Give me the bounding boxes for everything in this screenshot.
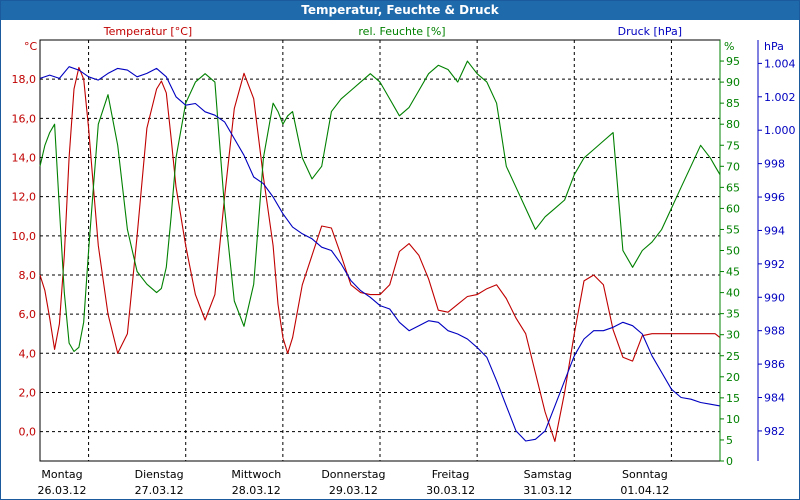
temperature-tick-label: 18,0 bbox=[12, 73, 37, 86]
humidity-axis-title: rel. Feuchte [%] bbox=[358, 25, 445, 38]
x-tick-date-label: 31.03.12 bbox=[523, 484, 572, 497]
series-layer bbox=[39, 60, 721, 442]
pressure-tick-label: 1.002 bbox=[764, 91, 796, 104]
humidity-unit-label: % bbox=[724, 40, 734, 53]
pressure-tick-label: 984 bbox=[764, 392, 785, 405]
window-title: Temperatur, Feuchte & Druck bbox=[1, 1, 799, 20]
x-tick-date-label: 30.03.12 bbox=[426, 484, 475, 497]
temperature-series-line bbox=[39, 66, 721, 442]
humidity-tick-label: 0 bbox=[726, 455, 733, 468]
temperature-tick-label: 12,0 bbox=[12, 191, 37, 204]
temperature-tick-label: 4,0 bbox=[19, 347, 37, 360]
x-tick-date-label: 28.03.12 bbox=[232, 484, 281, 497]
x-tick-day-label: Montag bbox=[41, 468, 82, 481]
humidity-tick-label: 55 bbox=[726, 223, 740, 236]
temperature-tick-label: 14,0 bbox=[12, 151, 37, 164]
temperature-tick-label: 16,0 bbox=[12, 112, 37, 125]
x-tick-day-label: Samstag bbox=[524, 468, 572, 481]
humidity-tick-label: 35 bbox=[726, 308, 740, 321]
humidity-series-line bbox=[39, 60, 721, 353]
pressure-axis-title: Druck [hPa] bbox=[618, 25, 682, 38]
temperature-tick-label: 8,0 bbox=[19, 269, 37, 282]
humidity-tick-label: 95 bbox=[726, 55, 740, 68]
humidity-tick-label: 20 bbox=[726, 371, 740, 384]
pressure-tick-label: 996 bbox=[764, 191, 785, 204]
pressure-tick-label: 992 bbox=[764, 258, 785, 271]
temperature-axis-title: Temperatur [°C] bbox=[103, 25, 192, 38]
humidity-tick-label: 25 bbox=[726, 350, 740, 363]
pressure-tick-label: 986 bbox=[764, 358, 785, 371]
pressure-tick-label: 998 bbox=[764, 158, 785, 171]
pressure-tick-label: 988 bbox=[764, 325, 785, 338]
temperature-tick-label: 2,0 bbox=[19, 386, 37, 399]
humidity-tick-label: 85 bbox=[726, 97, 740, 110]
x-tick-day-label: Sonntag bbox=[622, 468, 668, 481]
humidity-tick-label: 70 bbox=[726, 160, 740, 173]
x-tick-date-label: 26.03.12 bbox=[38, 484, 87, 497]
x-tick-day-label: Dienstag bbox=[135, 468, 184, 481]
humidity-tick-label: 40 bbox=[726, 287, 740, 300]
temperature-tick-label: 6,0 bbox=[19, 308, 37, 321]
pressure-tick-label: 982 bbox=[764, 425, 785, 438]
temperature-unit-label: °C bbox=[24, 40, 38, 53]
pressure-tick-label: 1.004 bbox=[764, 57, 796, 70]
pressure-tick-label: 994 bbox=[764, 224, 785, 237]
humidity-tick-label: 50 bbox=[726, 245, 740, 258]
humidity-tick-label: 75 bbox=[726, 139, 740, 152]
pressure-unit-label: hPa bbox=[764, 40, 784, 53]
humidity-tick-label: 90 bbox=[726, 76, 740, 89]
x-tick-date-label: 29.03.12 bbox=[329, 484, 378, 497]
temperature-tick-label: 0,0 bbox=[19, 426, 37, 439]
x-tick-day-label: Mittwoch bbox=[231, 468, 281, 481]
humidity-tick-label: 30 bbox=[726, 329, 740, 342]
humidity-tick-label: 10 bbox=[726, 413, 740, 426]
humidity-tick-label: 65 bbox=[726, 181, 740, 194]
humidity-tick-label: 80 bbox=[726, 118, 740, 131]
x-tick-day-label: Freitag bbox=[432, 468, 470, 481]
humidity-tick-label: 15 bbox=[726, 392, 740, 405]
pressure-tick-label: 1.000 bbox=[764, 124, 796, 137]
pressure-series-line bbox=[39, 66, 721, 442]
temperature-tick-label: 10,0 bbox=[12, 230, 37, 243]
x-tick-day-label: Donnerstag bbox=[321, 468, 385, 481]
humidity-tick-label: 5 bbox=[726, 434, 733, 447]
grid bbox=[40, 40, 720, 461]
x-tick-date-label: 27.03.12 bbox=[135, 484, 184, 497]
axes: Montag 26.03.12 Dienstag 27.03.12 Mittwoch 28… bbox=[12, 40, 796, 497]
humidity-tick-label: 45 bbox=[726, 266, 740, 279]
humidity-tick-label: 60 bbox=[726, 202, 740, 215]
x-tick-date-label: 01.04.12 bbox=[620, 484, 669, 497]
pressure-tick-label: 990 bbox=[764, 291, 785, 304]
